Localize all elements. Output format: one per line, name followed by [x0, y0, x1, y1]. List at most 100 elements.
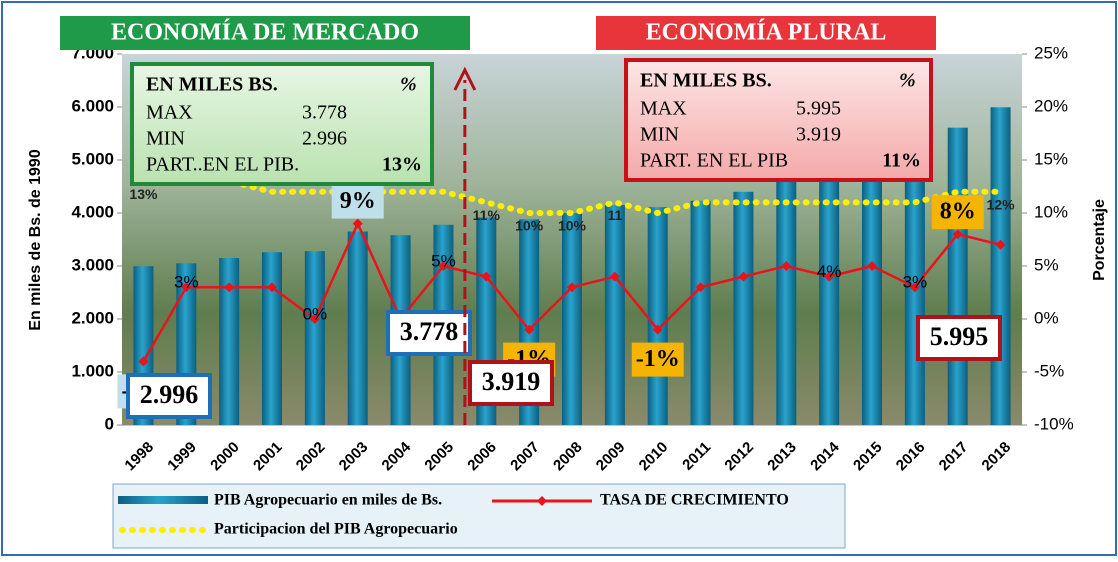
info-title: EN MILES BS. — [146, 74, 278, 96]
growth-label: 0% — [303, 304, 328, 323]
info-row-value: 3.778 — [302, 102, 347, 124]
info-row-label: MAX — [146, 102, 193, 124]
growth-marker — [652, 324, 663, 335]
bar — [562, 213, 582, 425]
participation-line — [140, 178, 1004, 217]
value-box — [916, 315, 1002, 361]
growth-label: 8% — [940, 199, 976, 225]
info-row-value: 13% — [382, 154, 422, 176]
bar-value-label: 2.996 — [140, 380, 199, 409]
y-tick-label: 0 — [105, 414, 114, 433]
y2-tick-label: -5% — [1034, 361, 1064, 380]
bar — [604, 205, 625, 425]
info-row-label: PART..EN EL PIB. — [146, 154, 299, 176]
legend-box — [112, 483, 846, 549]
value-box — [386, 310, 472, 356]
bar — [262, 252, 282, 425]
growth-marker — [824, 271, 835, 282]
growth-label-box — [631, 342, 684, 377]
growth-marker — [909, 282, 920, 293]
bar — [990, 107, 1011, 425]
growth-marker — [609, 271, 620, 282]
info-row-label: MIN — [640, 124, 679, 146]
y2-axis-title: Porcentaje — [1091, 199, 1108, 281]
bar — [776, 180, 797, 425]
bar — [862, 157, 882, 425]
y-tick-label: 3.000 — [71, 255, 114, 274]
header-box — [60, 16, 470, 50]
info-row-label: MIN — [146, 128, 185, 150]
growth-label: 4% — [817, 262, 842, 281]
info-unit: % — [400, 74, 417, 96]
y-axis-title: En miles de Bs. de 1990 — [27, 149, 44, 331]
info-row-value: 5.995 — [796, 98, 841, 120]
growth-marker — [695, 282, 706, 293]
info-box — [130, 62, 434, 186]
growth-marker — [524, 324, 535, 335]
y-tick-label: 5.000 — [71, 149, 114, 168]
growth-marker — [224, 282, 235, 293]
y2-tick-label: 15% — [1034, 149, 1068, 168]
bar-value-label: 3.919 — [482, 367, 541, 396]
y-tick-label: 4.000 — [71, 202, 114, 221]
bar — [219, 258, 240, 425]
growth-label: 9% — [340, 188, 376, 214]
growth-marker — [181, 282, 192, 293]
growth-marker — [481, 271, 492, 282]
growth-marker — [309, 314, 320, 324]
bar — [947, 127, 968, 426]
y2-tick-label: 25% — [1034, 43, 1068, 62]
info-title: EN MILES BS. — [640, 70, 772, 92]
bar-value-label: 5.995 — [930, 322, 989, 351]
y2-tick-label: 10% — [1034, 202, 1068, 221]
bar — [304, 251, 325, 425]
participation-label: 12% — [987, 197, 1016, 213]
header-box — [596, 16, 936, 50]
growth-marker — [781, 261, 792, 271]
growth-label: -1% — [636, 346, 680, 372]
participation-label: 11 — [607, 207, 622, 223]
info-row-label: MAX — [640, 98, 687, 120]
growth-marker — [995, 239, 1006, 250]
info-box — [624, 58, 933, 182]
y-tick-label: 1.000 — [71, 361, 114, 380]
value-box — [468, 360, 554, 406]
bar — [819, 170, 840, 425]
y-tick-label: 2.000 — [71, 308, 114, 327]
y2-tick-label: -10% — [1034, 414, 1074, 433]
growth-marker — [867, 261, 877, 271]
growth-marker — [267, 282, 277, 293]
growth-marker — [738, 271, 749, 282]
legend-marker — [537, 496, 547, 506]
legend-bar-swatch — [118, 496, 208, 504]
info-row-value: 2.996 — [302, 128, 347, 150]
growth-marker — [438, 261, 449, 271]
value-box — [126, 373, 212, 419]
y2-tick-label: 5% — [1034, 255, 1059, 274]
bar — [647, 207, 668, 425]
growth-label: 3% — [903, 273, 928, 292]
bar — [733, 191, 754, 425]
participation-label: 13% — [129, 186, 158, 202]
info-row-value: 11% — [882, 150, 921, 172]
bar — [690, 200, 711, 425]
growth-label: 3% — [174, 273, 199, 292]
bar — [347, 231, 368, 425]
bar-value-label: 3.778 — [400, 317, 459, 346]
growth-label-box — [331, 184, 384, 219]
header: ECONOMÍA DE MERCADO — [111, 20, 419, 46]
growth-label: 5% — [431, 251, 456, 270]
growth-marker — [138, 356, 149, 367]
arrow-head — [453, 66, 477, 91]
y2-tick-label: 20% — [1034, 96, 1068, 115]
participation-label: 11% — [473, 207, 501, 223]
info-row-label: PART. EN EL PIB — [640, 150, 788, 172]
y2-tick-label: 0% — [1034, 308, 1059, 327]
growth-marker — [352, 218, 363, 229]
y-tick-label: 6.000 — [71, 96, 114, 115]
growth-marker — [567, 282, 577, 293]
legend-label: PIB Agropecuario en miles de Bs. — [214, 492, 442, 509]
participation-label: 10% — [558, 218, 587, 234]
legend-label: TASA DE CRECIMIENTO — [600, 492, 789, 509]
